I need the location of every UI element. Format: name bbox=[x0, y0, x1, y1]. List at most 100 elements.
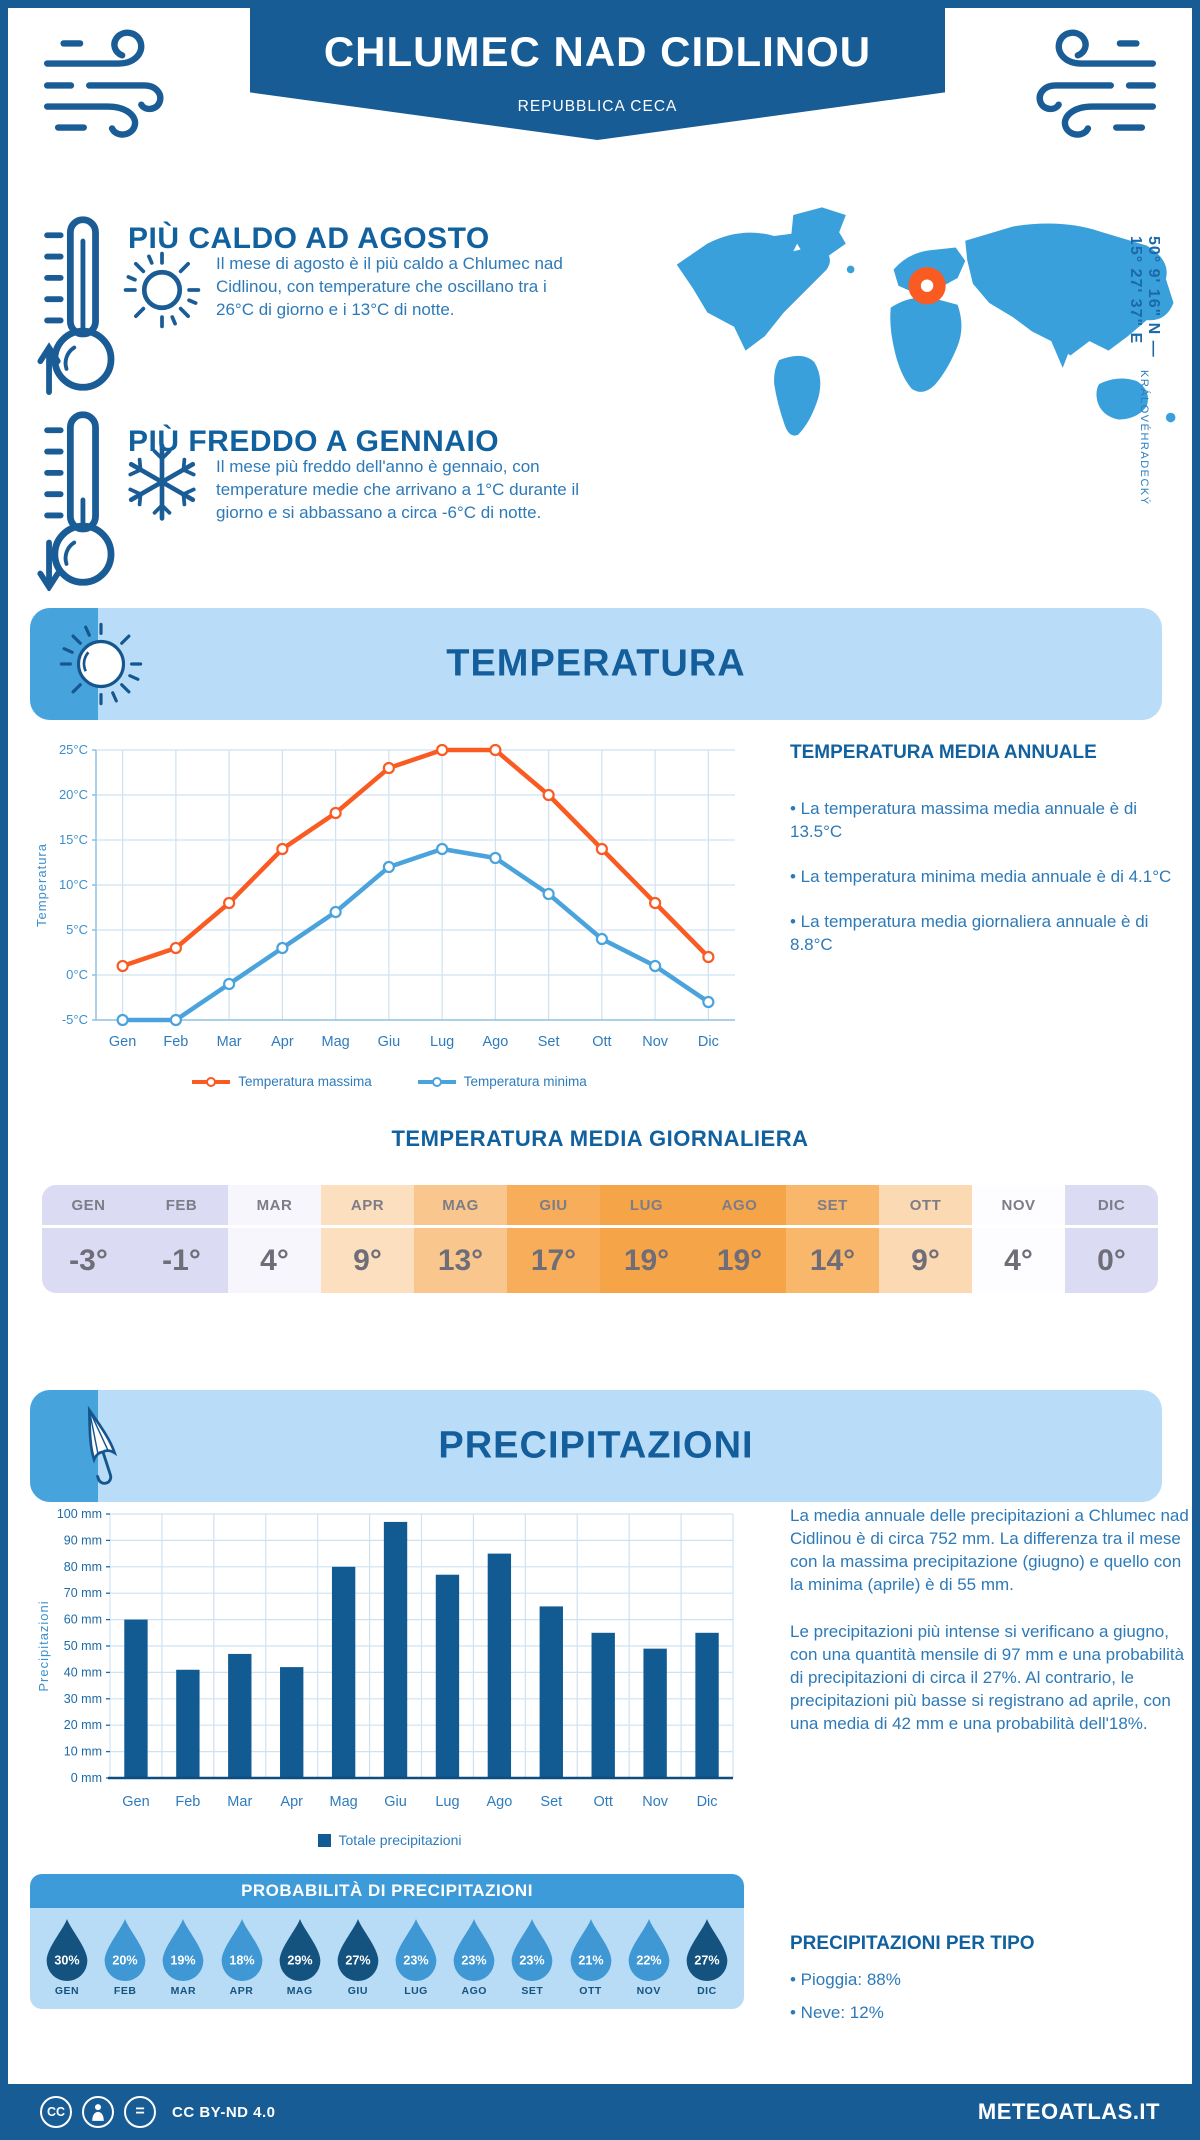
probability-value: 29% bbox=[287, 1954, 312, 1968]
raindrop-icon: 27% bbox=[337, 1918, 379, 1982]
data-point bbox=[595, 842, 608, 856]
month-label: GEN bbox=[42, 1185, 135, 1228]
temperature-section-banner: TEMPERATURA bbox=[30, 608, 1162, 720]
month-label: SET bbox=[786, 1185, 879, 1228]
thermometer-down-icon bbox=[37, 411, 115, 591]
temperature-value: 19° bbox=[623, 1243, 670, 1277]
month-label: MAG bbox=[414, 1185, 507, 1228]
cc-icon: CC bbox=[40, 2096, 72, 2128]
warm-highlight-text: Il mese di agosto è il più caldo a Chlum… bbox=[216, 254, 563, 319]
legend-item-total: Totale precipitazioni bbox=[317, 1832, 462, 1848]
month-label: OTT bbox=[879, 1185, 972, 1228]
month-label: GIU bbox=[347, 1985, 368, 1997]
probability-value: 23% bbox=[462, 1954, 487, 1968]
x-tick-label: Mag bbox=[330, 1794, 358, 1810]
y-tick-label: 10 mm bbox=[64, 1745, 102, 1759]
month-label: GEN bbox=[54, 1985, 80, 1997]
y-tick-label: -5°C bbox=[62, 1012, 88, 1027]
probability-value: 21% bbox=[578, 1954, 603, 1968]
data-point bbox=[116, 959, 129, 973]
data-point bbox=[169, 1013, 182, 1027]
data-point bbox=[276, 842, 289, 856]
bar bbox=[124, 1619, 148, 1778]
temperature-value: 9° bbox=[911, 1243, 940, 1277]
bar bbox=[280, 1667, 304, 1778]
probability-item: 23% LUG bbox=[389, 1918, 443, 1997]
probability-item: 22% NOV bbox=[622, 1918, 676, 1997]
data-point bbox=[649, 959, 662, 973]
x-tick-label: Ago bbox=[482, 1034, 508, 1050]
data-point bbox=[595, 932, 608, 946]
x-tick-label: Lug bbox=[430, 1034, 454, 1050]
precipitation-types-panel: PRECIPITAZIONI PER TIPO • Pioggia: 88% •… bbox=[790, 1933, 1186, 2047]
x-tick-label: Mar bbox=[227, 1794, 252, 1810]
region-text: KRÁLOVÉHRADECKÝ bbox=[1138, 370, 1150, 506]
x-tick-label: Mar bbox=[217, 1034, 242, 1050]
y-axis-title: Temperatura bbox=[34, 843, 49, 927]
probability-item: 30% GEN bbox=[40, 1918, 94, 1997]
data-point bbox=[489, 851, 502, 865]
probability-value: 19% bbox=[171, 1954, 196, 1968]
month-label: SET bbox=[521, 1985, 544, 1997]
y-tick-label: 80 mm bbox=[64, 1560, 102, 1574]
table-column: GEN -3° bbox=[42, 1185, 135, 1293]
x-tick-label: Dic bbox=[698, 1034, 719, 1050]
y-tick-label: 10°C bbox=[59, 877, 88, 892]
daily-table-title: TEMPERATURA MEDIA GIORNALIERA bbox=[391, 1126, 809, 1151]
raindrop-icon: 18% bbox=[221, 1918, 262, 1982]
probability-item: 29% MAG bbox=[273, 1918, 327, 1997]
x-tick-label: Ott bbox=[594, 1794, 613, 1810]
raindrop-icon: 29% bbox=[279, 1918, 321, 1982]
temperature-value: 17° bbox=[530, 1243, 577, 1277]
banner-accent-band bbox=[30, 1390, 98, 1502]
x-tick-label: Set bbox=[538, 1034, 560, 1050]
probability-value: 27% bbox=[694, 1954, 719, 1968]
month-label: MAG bbox=[286, 1985, 313, 1997]
page-subtitle: REPUBBLICA CECA bbox=[517, 98, 678, 115]
raindrop-icon: 21% bbox=[570, 1918, 611, 1982]
table-column: GIU 17° bbox=[507, 1185, 600, 1293]
bar bbox=[591, 1632, 615, 1778]
person-icon bbox=[82, 2096, 114, 2128]
data-point bbox=[489, 743, 502, 757]
table-column: MAG 13° bbox=[414, 1185, 507, 1293]
legend-item-max: Temperatura massima bbox=[192, 1074, 372, 1089]
annual-bullet: • La temperatura massima media annuale è… bbox=[790, 799, 1138, 841]
x-tick-label: Set bbox=[540, 1794, 562, 1810]
raindrop-icon: 19% bbox=[162, 1918, 204, 1982]
temperature-value: -3° bbox=[69, 1243, 108, 1277]
equals-icon: = bbox=[124, 2096, 156, 2128]
probability-item: 19% MAR bbox=[156, 1918, 210, 1997]
x-tick-label: Giu bbox=[378, 1034, 401, 1050]
cold-highlight-text: Il mese più freddo dell'anno è gennaio, … bbox=[216, 457, 580, 522]
data-point bbox=[116, 1013, 129, 1027]
legend-label-total: Totale precipitazioni bbox=[338, 1832, 462, 1848]
data-point bbox=[436, 743, 449, 757]
x-tick-label: Ago bbox=[486, 1794, 512, 1810]
month-label: FEB bbox=[113, 1985, 137, 1997]
legend-label-min: Temperatura minima bbox=[463, 1074, 587, 1089]
coordinates-block: 50° 9' 16" N — 15° 27' 37" E KRÁLOVÉHRAD… bbox=[1126, 236, 1162, 506]
month-label: LUG bbox=[600, 1185, 693, 1228]
month-label: APR bbox=[321, 1185, 414, 1228]
raindrop-icon: 27% bbox=[686, 1918, 728, 1982]
x-tick-label: Ott bbox=[592, 1034, 611, 1050]
cold-highlight-title: PIÙ FREDDO A GENNAIO bbox=[128, 424, 500, 458]
precipitation-type-bullet: • Pioggia: 88% bbox=[790, 1970, 901, 1989]
thermometer-up-icon bbox=[37, 216, 115, 396]
probability-title: PROBABILITÀ DI PRECIPITAZIONI bbox=[30, 1874, 744, 1908]
bar bbox=[176, 1669, 200, 1778]
probability-value: 27% bbox=[345, 1954, 370, 1968]
wind-icon bbox=[1036, 29, 1157, 138]
annual-bullet: • La temperatura minima media annuale è … bbox=[790, 866, 1172, 886]
month-label: MAR bbox=[170, 1985, 197, 1997]
precipitation-types-title: PRECIPITAZIONI PER TIPO bbox=[790, 1933, 1035, 1954]
annual-temperature-title: TEMPERATURA MEDIA ANNUALE bbox=[790, 742, 1097, 763]
data-point bbox=[542, 788, 555, 802]
location-marker-icon bbox=[908, 267, 946, 305]
y-axis-title: Precipitazioni bbox=[36, 1600, 51, 1691]
bar bbox=[695, 1632, 719, 1778]
bar bbox=[383, 1521, 408, 1778]
footer: CC = CC BY-ND 4.0 METEOATLAS.IT bbox=[0, 2084, 1200, 2140]
